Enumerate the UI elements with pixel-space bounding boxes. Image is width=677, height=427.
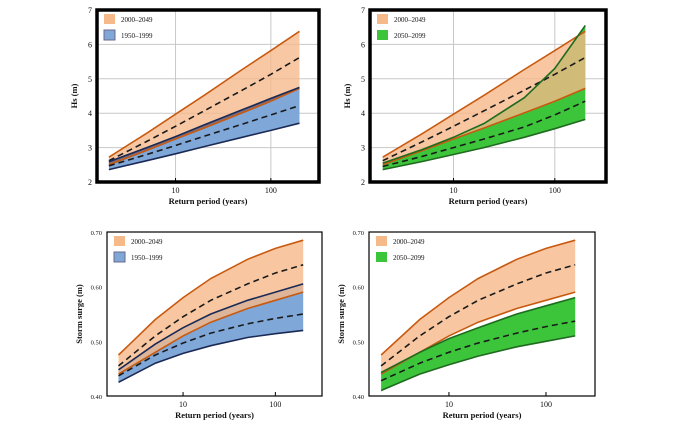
y-tick-label: 0.40 xyxy=(353,394,364,401)
legend-swatch-green xyxy=(376,252,387,262)
legend-label: 1950–1999 xyxy=(131,254,163,262)
legend-label: 2000–2049 xyxy=(121,16,153,24)
y-axis-label: Storm surge (m) xyxy=(74,284,84,344)
y-tick-label: 5 xyxy=(361,75,365,84)
legend-swatch-orange xyxy=(377,14,388,24)
y-tick-label: 0.70 xyxy=(353,230,364,237)
central-line-orange xyxy=(108,56,300,162)
plot-area xyxy=(108,30,300,171)
panel-2: 10 100 2 3 4 5 6 7 Return period (years) Hs (m) 20… xyxy=(342,6,608,206)
y-tick-label: 2 xyxy=(88,178,92,187)
upper-bound-blue xyxy=(108,86,300,163)
plot-area xyxy=(117,239,304,384)
x-tick-label: 100 xyxy=(265,186,277,195)
legend-swatch-orange xyxy=(104,14,115,24)
x-axis-label: Return period (years) xyxy=(449,196,528,206)
x-tick-label: 100 xyxy=(540,400,552,409)
y-axis-label: Hs (m) xyxy=(342,83,352,108)
central-line-orange xyxy=(117,264,304,367)
y-tick-label: 0.50 xyxy=(91,339,102,346)
x-tick-label: 100 xyxy=(549,186,561,195)
lower-bound-blue xyxy=(118,329,304,384)
y-tick-label: 2 xyxy=(361,178,365,187)
y-axis-label: Storm surge (m) xyxy=(336,284,346,344)
upper-bound-green xyxy=(382,25,586,164)
legend-label: 2050–2099 xyxy=(393,254,425,262)
x-axis-label: Return period (years) xyxy=(443,410,522,420)
panel-4: 10 100 0.40 0.50 0.60 0.70 Return period (year… xyxy=(336,230,596,420)
panel-3: 10 100 0.40 0.50 0.60 0.70 Return period (year… xyxy=(74,230,323,420)
plot-frame xyxy=(368,231,596,397)
y-tick-label: 7 xyxy=(88,6,92,15)
legend-label: 2000–2049 xyxy=(131,238,163,246)
x-tick-label: 100 xyxy=(269,400,281,409)
central-line-green xyxy=(382,100,586,168)
lower-bound-green xyxy=(380,335,576,392)
x-axis-label: Return period (years) xyxy=(175,410,254,420)
x-tick-label: 10 xyxy=(445,400,453,409)
plot-area xyxy=(380,239,576,392)
legend-swatch-orange xyxy=(376,236,387,246)
legend-swatch-blue xyxy=(103,29,116,41)
upper-bound-orange xyxy=(382,30,586,158)
lower-bound-orange xyxy=(382,87,586,166)
band-orange xyxy=(118,240,304,375)
y-tick-label: 5 xyxy=(88,75,92,84)
legend-label: 2000–2049 xyxy=(393,238,425,246)
band-orange xyxy=(108,31,300,165)
y-tick-label: 4 xyxy=(88,109,92,118)
plot-frame xyxy=(95,8,321,184)
lower-bound-orange xyxy=(118,291,304,375)
upper-bound-blue xyxy=(118,283,304,371)
legend: 2000–2049 1950–1999 xyxy=(103,14,153,41)
legend-swatch-blue xyxy=(113,251,126,263)
y-tick-label: 0.50 xyxy=(353,339,364,346)
y-tick-label: 6 xyxy=(88,40,92,49)
legend-swatch-orange xyxy=(114,236,125,246)
y-tick-label: 0.60 xyxy=(353,285,364,292)
central-line-orange xyxy=(380,264,576,367)
plot-area xyxy=(382,25,586,171)
panel-1: 10 100 2 3 4 5 6 7 Return period (years) Hs (m) 20… xyxy=(69,6,321,206)
legend: 2000–2049 1950–1999 xyxy=(113,236,163,263)
y-tick-label: 0.60 xyxy=(91,285,102,292)
y-tick-label: 0.40 xyxy=(91,394,102,401)
y-tick-label: 7 xyxy=(361,6,365,15)
legend-label: 2000–2049 xyxy=(394,16,426,24)
y-axis-label: Hs (m) xyxy=(69,83,79,108)
upper-bound-orange xyxy=(108,30,300,158)
x-tick-label: 10 xyxy=(179,400,187,409)
y-tick-label: 0.70 xyxy=(91,230,102,237)
upper-bound-orange xyxy=(117,239,304,356)
lower-bound-green xyxy=(382,118,586,171)
band-green xyxy=(381,297,576,391)
legend-label: 1950–1999 xyxy=(121,32,153,40)
x-axis-label: Return period (years) xyxy=(169,196,248,206)
lower-bound-orange xyxy=(108,87,300,166)
x-tick-label: 10 xyxy=(172,186,180,195)
lower-bound-blue xyxy=(108,122,300,171)
upper-bound-orange xyxy=(380,239,576,356)
legend: 2000–2049 2050–2099 xyxy=(377,14,426,40)
legend-swatch-green xyxy=(377,30,388,40)
y-tick-label: 6 xyxy=(361,40,365,49)
y-tick-label: 3 xyxy=(361,144,365,153)
upper-bound-green xyxy=(380,296,576,374)
band-orange xyxy=(382,31,586,165)
x-tick-label: 10 xyxy=(449,186,457,195)
y-tick-label: 3 xyxy=(88,144,92,153)
y-tick-label: 4 xyxy=(361,109,365,118)
central-line-blue xyxy=(118,313,304,377)
legend: 2000–2049 2050–2099 xyxy=(376,236,425,262)
plot-frame xyxy=(106,231,323,397)
band-orange xyxy=(381,240,576,375)
plot-frame xyxy=(368,8,608,184)
legend-label: 2050–2099 xyxy=(394,32,426,40)
central-line-orange xyxy=(382,56,586,162)
central-line-green xyxy=(380,320,576,382)
